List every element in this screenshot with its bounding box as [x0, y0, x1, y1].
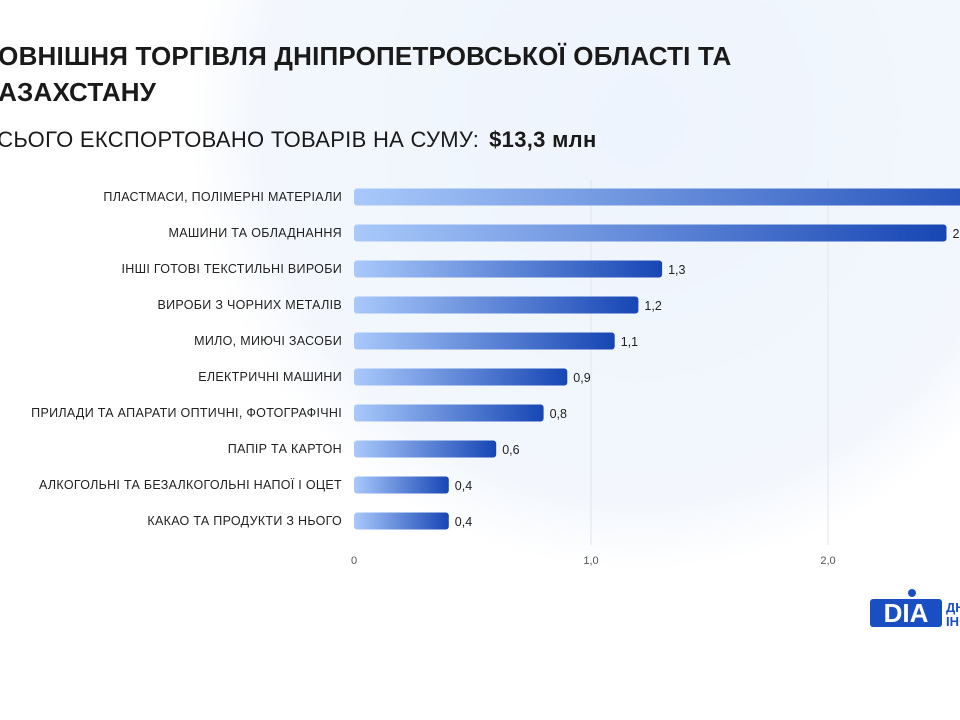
- value-label: 2,5: [953, 227, 960, 241]
- subtitle: ВСЬОГО ЕКСПОРТОВАНО ТОВАРІВ НА СУМУ: $13,…: [0, 127, 883, 153]
- bar: [354, 476, 449, 494]
- bar: [354, 512, 449, 530]
- title-line-1: ЗОВНІШНЯ ТОРГІВЛЯ ДНІПРОПЕТРОВСЬКОЇ ОБЛА…: [0, 41, 732, 71]
- logo-text: DIA: [884, 598, 929, 628]
- category-label: ЕЛЕКТРИЧНІ МАШИНИ: [198, 370, 342, 384]
- category-label: МАШИНИ ТА ОБЛАДНАННЯ: [169, 226, 343, 240]
- bar: [354, 224, 947, 242]
- value-label: 1,2: [644, 299, 661, 313]
- category-label: ПАПІР ТА КАРТОН: [228, 442, 342, 456]
- value-label: 1,1: [621, 335, 638, 349]
- category-label: ПЛАСТМАСИ, ПОЛІМЕРНІ МАТЕРІАЛИ: [103, 190, 342, 204]
- page-title: ЗОВНІШНЯ ТОРГІВЛЯ ДНІПРОПЕТРОВСЬКОЇ ОБЛА…: [0, 38, 942, 110]
- value-label: 1,3: [668, 263, 685, 277]
- x-tick-label: 0: [351, 555, 357, 567]
- subtitle-text: ВСЬОГО ЕКСПОРТОВАНО ТОВАРІВ НА СУМУ:: [0, 127, 480, 152]
- bar: [354, 260, 663, 278]
- bar: [354, 440, 497, 458]
- total-value: $13,3 млн: [489, 127, 597, 152]
- x-tick-label: 1,0: [583, 555, 598, 567]
- value-label: 0,8: [550, 407, 567, 421]
- value-label: 0,9: [573, 371, 590, 385]
- category-label: ІНШІ ГОТОВІ ТЕКСТИЛЬНІ ВИРОБИ: [122, 262, 343, 276]
- logo-line-1: ДН: [946, 600, 960, 615]
- bar: [354, 332, 615, 350]
- category-label: АЛКОГОЛЬНІ ТА БЕЗАЛКОГОЛЬНІ НАПОЇ І ОЦЕТ: [39, 478, 342, 492]
- title-line-2: КАЗАХСТАНУ: [0, 77, 157, 107]
- x-tick-label: 2,0: [820, 555, 835, 567]
- bar: [354, 296, 639, 314]
- category-label: МИЛО, МИЮЧІ ЗАСОБИ: [194, 334, 342, 348]
- dia-logo: DIA ДН ІН: [870, 588, 960, 632]
- category-label: ПРИЛАДИ ТА АПАРАТИ ОПТИЧНІ, ФОТОГРАФІЧНІ: [31, 406, 342, 420]
- category-label: ВИРОБИ З ЧОРНИХ МЕТАЛІВ: [158, 298, 343, 312]
- value-label: 0,4: [455, 515, 472, 529]
- bar: [354, 368, 568, 386]
- value-label: 0,4: [455, 479, 472, 493]
- bar: [354, 404, 544, 422]
- logo-line-2: ІН: [946, 614, 959, 629]
- category-label: КАКАО ТА ПРОДУКТИ З НЬОГО: [147, 514, 342, 528]
- bar: [354, 188, 960, 206]
- value-label: 0,6: [502, 443, 519, 457]
